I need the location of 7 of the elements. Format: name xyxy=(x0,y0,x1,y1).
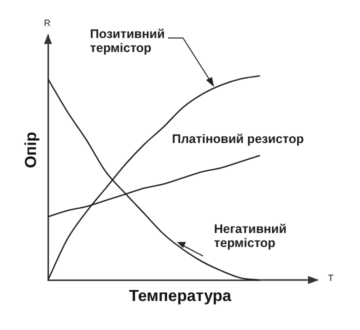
text: Позитивний термістор xyxy=(90,27,165,55)
x-axis-title: Температура xyxy=(129,288,232,306)
text: T xyxy=(328,273,334,283)
series-label: Платіновий резистор xyxy=(172,132,304,146)
series-label: Негативний термістор xyxy=(214,222,287,250)
text: R xyxy=(44,18,50,28)
y-axis-title: Опір xyxy=(23,132,42,168)
